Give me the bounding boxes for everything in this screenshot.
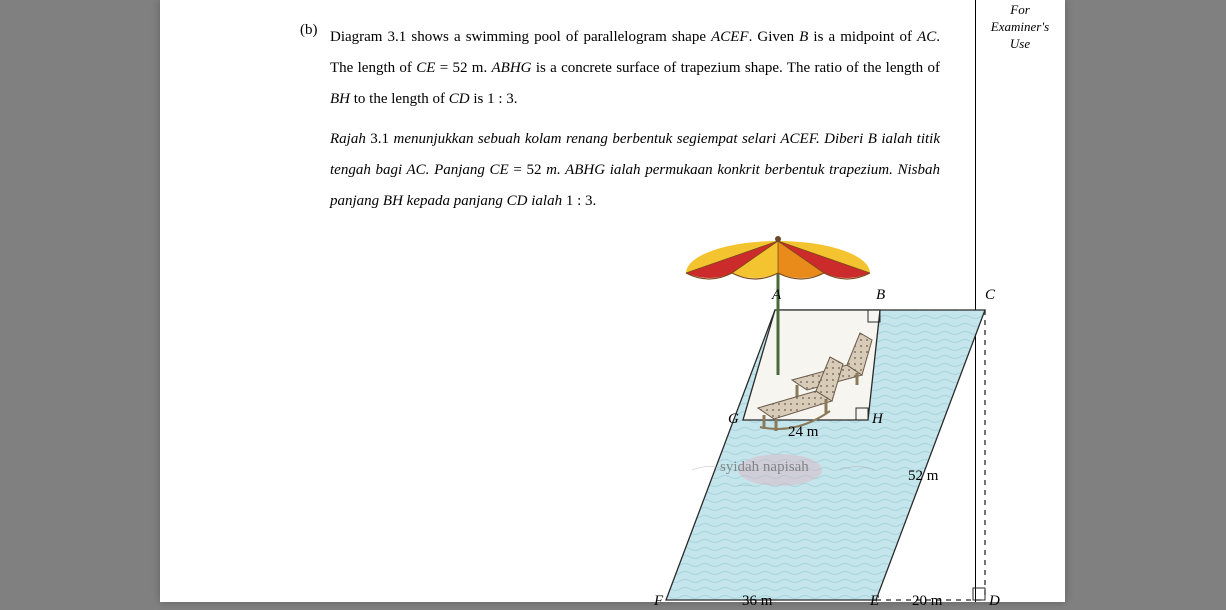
watermark-text: syidah napisah bbox=[720, 459, 809, 476]
txt: CE bbox=[416, 60, 435, 76]
watermark-sub: —— bbox=[738, 481, 752, 489]
txt: to the length of bbox=[350, 91, 449, 107]
vertex-B: B bbox=[876, 287, 885, 304]
txt: B bbox=[799, 29, 808, 45]
vertex-A: A bbox=[772, 287, 781, 304]
txt: ACEF bbox=[711, 29, 749, 45]
txt: CD bbox=[449, 91, 470, 107]
txt: is 1 : 3. bbox=[470, 91, 518, 107]
examiner-margin: For Examiner's Use bbox=[976, 0, 1064, 53]
txt: is a concrete surface of trapezium shape… bbox=[532, 60, 940, 76]
vertex-C: C bbox=[985, 287, 995, 304]
vertex-H: H bbox=[872, 411, 883, 428]
question-english: Diagram 3.1 shows a swimming pool of par… bbox=[330, 22, 940, 114]
diagram-svg bbox=[460, 225, 990, 605]
txt: is a midpoint of bbox=[808, 29, 917, 45]
txt: Rajah bbox=[330, 131, 370, 147]
txt: Diagram 3.1 shows a swimming pool of par… bbox=[330, 29, 711, 45]
margin-for: For bbox=[1010, 2, 1030, 17]
content-area: (b) Diagram 3.1 shows a swimming pool of… bbox=[160, 0, 976, 602]
question-malay: Rajah 3.1 menunjukkan sebuah kolam renan… bbox=[330, 124, 940, 216]
txt: = 52 bbox=[513, 162, 546, 178]
page: For Examiner's Use (b) Diagram 3.1 shows… bbox=[160, 0, 1065, 602]
txt: = 52 m. bbox=[435, 60, 491, 76]
dim-CE: 52 m bbox=[908, 468, 938, 485]
txt: . Given bbox=[749, 29, 800, 45]
question-body: Diagram 3.1 shows a swimming pool of par… bbox=[330, 22, 940, 217]
vertex-G: G bbox=[728, 411, 739, 428]
dim-GH: 24 m bbox=[788, 424, 818, 441]
margin-use: Use bbox=[1010, 36, 1030, 51]
txt: BH bbox=[330, 91, 350, 107]
txt: ABHG bbox=[492, 60, 532, 76]
txt: 3.1 bbox=[370, 131, 393, 147]
diagram-3-1: A B C D E F G H 24 m 52 m 36 m 20 m syid… bbox=[460, 225, 990, 605]
right-angle-D bbox=[973, 588, 985, 600]
txt: 1 : 3. bbox=[566, 193, 596, 209]
question-label: (b) bbox=[300, 22, 318, 39]
margin-examiner: Examiner's bbox=[991, 19, 1049, 34]
txt: AC bbox=[917, 29, 936, 45]
